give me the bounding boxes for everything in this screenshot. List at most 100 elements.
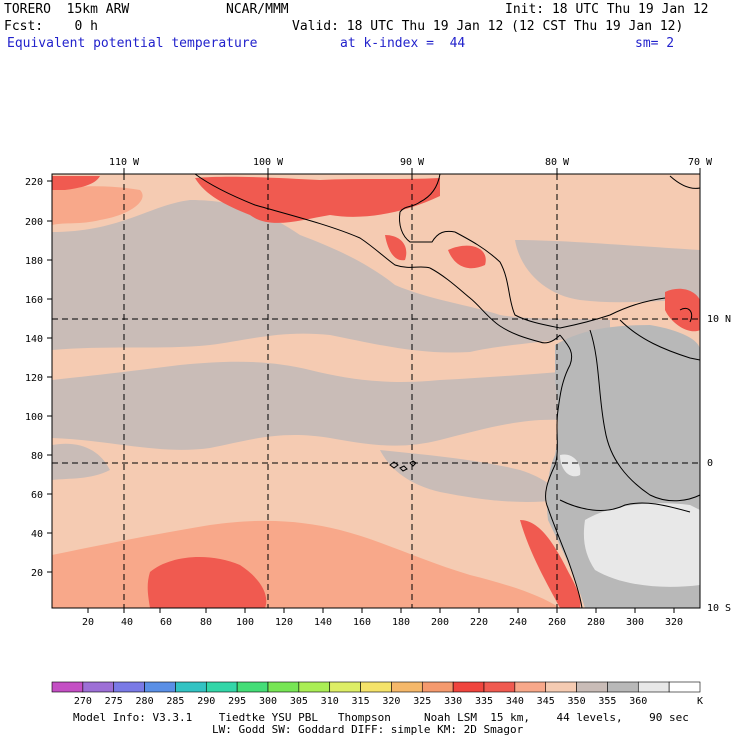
y-label-200: 200 — [25, 217, 43, 228]
colorbar-swatch — [113, 681, 145, 693]
colorbar-label: 345 — [537, 696, 555, 707]
colorbar-label: 300 — [259, 696, 277, 707]
border-central — [559, 499, 691, 513]
cool-band-east — [515, 240, 700, 303]
y-label-40: 40 — [31, 529, 43, 540]
x-label-220: 220 — [470, 617, 488, 628]
org-label: NCAR/MMM — [226, 2, 289, 17]
cool-band-central — [52, 361, 560, 450]
y-label-140: 140 — [25, 334, 43, 345]
colorbar-swatch — [607, 681, 639, 693]
lon-label-80w: 80 W — [545, 157, 570, 168]
warm-core-caribbean — [665, 288, 700, 332]
coastline-central-america — [429, 267, 561, 344]
y-label-80: 80 — [31, 451, 43, 462]
colorbar-swatch — [82, 681, 115, 693]
colorbar-swatch — [668, 681, 701, 693]
warm-core-south — [147, 556, 267, 608]
colorbar-label: 330 — [444, 696, 462, 707]
x-label-100: 100 — [236, 617, 254, 628]
y-label-180: 180 — [25, 256, 43, 267]
x-label-200: 200 — [431, 617, 449, 628]
field-name: Equivalent potential temperature — [7, 36, 258, 51]
colorbar-swatch — [236, 681, 269, 693]
colorbar-label: 310 — [321, 696, 339, 707]
x-label-120: 120 — [275, 617, 293, 628]
lon-label-100w: 100 W — [253, 157, 284, 168]
colorbar-swatch — [51, 681, 84, 693]
latitude-labels: 10 N 0 10 S — [707, 314, 731, 614]
colorbar-swatch — [267, 681, 300, 693]
x-grid-labels: 20 40 60 80 100 120 140 160 180 200 220 … — [82, 617, 683, 628]
lat-label-0: 0 — [707, 458, 713, 469]
colorbar-label: 320 — [382, 696, 400, 707]
colorbar-swatch — [144, 681, 176, 693]
colorbar-label: 280 — [136, 696, 154, 707]
colorbar-label: 285 — [166, 696, 184, 707]
warm-core-southeast — [520, 520, 581, 608]
smoothing-value: sm= 2 — [635, 36, 675, 51]
warm-core-northwest — [52, 176, 100, 190]
graticule — [52, 174, 700, 608]
coastline-caribbean — [454, 231, 666, 329]
y-label-60: 60 — [31, 490, 43, 501]
coastlines — [194, 173, 701, 609]
colorbar-swatch — [637, 681, 670, 693]
colorbar-swatch — [360, 681, 392, 693]
colorbar-swatch — [298, 681, 331, 693]
lat-label-10s: 10 S — [707, 603, 731, 614]
x-label-300: 300 — [626, 617, 644, 628]
y-grid-labels: 220 200 180 160 140 120 100 80 60 40 20 — [25, 177, 43, 579]
land-coldest-patch — [560, 454, 581, 477]
coastline-caribbean-islands — [669, 175, 701, 323]
warm-core-central-america — [385, 235, 486, 269]
border-andes — [589, 329, 701, 502]
x-label-260: 260 — [548, 617, 566, 628]
longitude-labels: 110 W 100 W 90 W 80 W 70 W — [109, 157, 713, 174]
colorbar-label: 355 — [598, 696, 616, 707]
colorbar-unit: K — [697, 696, 703, 707]
coastline-south-america-west — [545, 334, 583, 609]
cool-band-north — [52, 200, 610, 353]
lat-label-10n: 10 N — [707, 314, 731, 325]
forecast-hour: Fcst: 0 h — [4, 19, 98, 34]
colorbar-label: 325 — [413, 696, 431, 707]
colorbar-swatch — [514, 681, 547, 693]
colorbar-swatch — [205, 681, 238, 693]
x-label-240: 240 — [509, 617, 527, 628]
coastline-mexico — [194, 173, 431, 269]
field-map — [52, 174, 700, 608]
colorbar-labels: 270 275 280 285 290 295 300 305 310 315 320 325 330 3… — [74, 696, 647, 707]
colorbar-label: 340 — [506, 696, 524, 707]
colorbar-label: 350 — [568, 696, 586, 707]
colorbar-swatch — [576, 681, 608, 693]
y-label-20: 20 — [31, 568, 43, 579]
colorbar-label: 315 — [352, 696, 370, 707]
x-label-20: 20 — [82, 617, 94, 628]
coastline-gulf — [399, 173, 456, 243]
colorbar-label: 270 — [74, 696, 92, 707]
colorbar-swatch — [329, 681, 361, 693]
y-grid-axis — [47, 180, 52, 573]
colorbar — [51, 681, 701, 693]
lon-label-110w: 110 W — [109, 157, 140, 168]
model-title: TORERO 15km ARW — [4, 2, 130, 17]
colorbar-label: 305 — [290, 696, 308, 707]
y-label-120: 120 — [25, 373, 43, 384]
map-frame — [51, 173, 701, 609]
level-index: at k-index = 44 — [340, 36, 466, 51]
colorbar-swatch — [483, 681, 516, 693]
border-north-sa — [619, 319, 701, 361]
x-label-160: 160 — [353, 617, 371, 628]
x-label-320: 320 — [665, 617, 683, 628]
x-label-180: 180 — [392, 617, 410, 628]
physics-info-line: LW: Godd SW: Goddard DIFF: simple KM: 2D… — [212, 723, 524, 736]
colorbar-label: 335 — [475, 696, 493, 707]
x-label-40: 40 — [121, 617, 133, 628]
x-label-140: 140 — [314, 617, 332, 628]
x-label-280: 280 — [587, 617, 605, 628]
valid-time: Valid: 18 UTC Thu 19 Jan 12 (12 CST Thu … — [292, 19, 684, 34]
cool-patch-west — [52, 443, 110, 480]
warm-core-mexico — [195, 176, 440, 223]
colorbar-label: 295 — [228, 696, 246, 707]
